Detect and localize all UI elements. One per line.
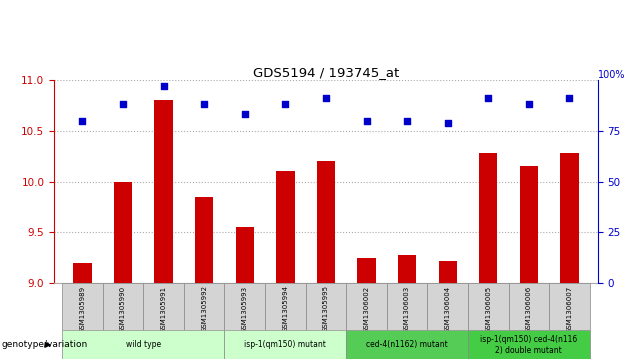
Bar: [427, 283, 468, 330]
Text: GSM1306002: GSM1306002: [364, 285, 370, 333]
Text: GSM1306004: GSM1306004: [445, 285, 451, 333]
Point: [564, 95, 574, 101]
Bar: [184, 283, 225, 330]
Bar: [357, 258, 376, 283]
Bar: [195, 197, 213, 283]
Title: GDS5194 / 193745_at: GDS5194 / 193745_at: [253, 66, 399, 79]
Point: [402, 118, 412, 123]
Point: [280, 101, 291, 107]
Bar: [276, 171, 294, 283]
Bar: [306, 283, 346, 330]
Bar: [225, 283, 265, 330]
Text: genotype/variation: genotype/variation: [1, 340, 88, 349]
Text: isp-1(qm150) mutant: isp-1(qm150) mutant: [244, 340, 326, 349]
Bar: [143, 283, 184, 330]
Bar: [398, 255, 416, 283]
Point: [158, 83, 169, 89]
Text: GSM1306006: GSM1306006: [526, 285, 532, 333]
Text: GSM1305993: GSM1305993: [242, 285, 248, 333]
Bar: [155, 100, 173, 283]
Bar: [387, 283, 427, 330]
Point: [240, 111, 250, 117]
Bar: [62, 330, 225, 359]
Bar: [73, 263, 92, 283]
Bar: [549, 283, 590, 330]
Text: wild type: wild type: [126, 340, 161, 349]
Text: GSM1305990: GSM1305990: [120, 285, 126, 333]
Bar: [520, 166, 538, 283]
Point: [361, 118, 371, 123]
Point: [199, 101, 209, 107]
Point: [78, 118, 88, 123]
Bar: [103, 283, 143, 330]
Bar: [225, 330, 346, 359]
Bar: [479, 153, 497, 283]
Bar: [468, 283, 509, 330]
Text: GSM1306003: GSM1306003: [404, 285, 410, 333]
Bar: [468, 330, 590, 359]
Text: GSM1305994: GSM1305994: [282, 285, 288, 333]
Text: GSM1305992: GSM1305992: [201, 285, 207, 333]
Point: [443, 120, 453, 126]
Text: GSM1305989: GSM1305989: [80, 285, 85, 333]
Bar: [509, 283, 549, 330]
Point: [524, 101, 534, 107]
Bar: [317, 161, 335, 283]
Text: 100%: 100%: [598, 70, 625, 80]
Text: GSM1305995: GSM1305995: [323, 285, 329, 333]
Bar: [62, 283, 103, 330]
Bar: [236, 227, 254, 283]
Bar: [439, 261, 457, 283]
Point: [118, 101, 128, 107]
Point: [321, 95, 331, 101]
Text: GSM1305991: GSM1305991: [161, 285, 167, 333]
Point: [483, 95, 494, 101]
Text: GSM1306005: GSM1306005: [485, 285, 491, 333]
Text: isp-1(qm150) ced-4(n116
2) double mutant: isp-1(qm150) ced-4(n116 2) double mutant: [480, 335, 577, 355]
Text: ced-4(n1162) mutant: ced-4(n1162) mutant: [366, 340, 448, 349]
Bar: [346, 330, 468, 359]
Bar: [346, 283, 387, 330]
Text: GSM1306007: GSM1306007: [567, 285, 572, 333]
Bar: [114, 182, 132, 283]
Bar: [560, 153, 579, 283]
Bar: [265, 283, 306, 330]
